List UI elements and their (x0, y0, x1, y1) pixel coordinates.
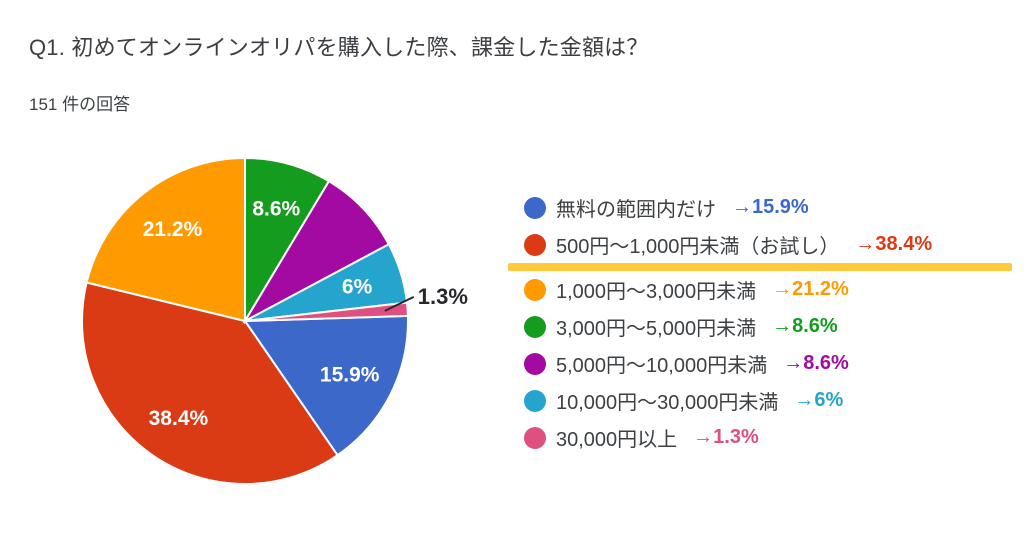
pie-slice-2 (85, 156, 246, 323)
page-title: Q1. 初めてオンラインオリパを購入した際、課金した金額は？ (29, 35, 649, 60)
pie-slice-4 (242, 179, 391, 324)
legend-percentage: →38.4% (855, 233, 933, 255)
legend-percentage: →15.9% (732, 196, 809, 218)
legend-percentage: →8.6% (783, 352, 849, 374)
slice-label-1: 38.4% (149, 407, 209, 430)
legend-item-5: 10,000円〜30,000円未満 →6% (508, 382, 1012, 419)
chart-legend: 無料の範囲内だけ →15.9% 500円〜1,000円未満（お試し） →38.4% 1,… (508, 189, 1012, 456)
slice-label-2: 21.2% (143, 218, 203, 241)
legend-item-2: 1,000円〜3,000円未満 →21.2% (508, 271, 1012, 308)
slice-callout-label: 1.3% (418, 284, 468, 309)
slice-label-3: 8.6% (252, 197, 300, 220)
legend-color-dot (524, 352, 546, 375)
legend-percentage: →6% (794, 389, 844, 411)
legend-color-dot (524, 196, 546, 219)
highlight-underline (508, 263, 1012, 271)
legend-color-dot (524, 389, 546, 412)
pie-slice-3 (244, 156, 331, 325)
legend-percentage: →8.6% (772, 315, 838, 337)
legend-color-dot (524, 426, 546, 449)
legend-color-dot (524, 315, 546, 338)
pie-slice-6 (244, 301, 409, 322)
slice-label-5: 6% (342, 276, 373, 299)
pie-slice-0 (243, 314, 409, 457)
legend-color-dot (524, 278, 546, 301)
legend-color-dot (524, 233, 546, 256)
legend-label: 5,000円〜10,000円未満 (556, 355, 768, 377)
legend-label: 30,000円以上 (556, 429, 678, 451)
legend-label: 1,000円〜3,000円未満 (556, 281, 757, 303)
pie-slice-1 (81, 281, 339, 485)
slice-label-0: 15.9% (320, 364, 380, 387)
legend-label: 500円〜1,000円未満（お試し） (556, 236, 840, 258)
legend-label: 10,000円〜30,000円未満 (556, 392, 779, 414)
legend-item-3: 3,000円〜5,000円未満 →8.6% (508, 308, 1012, 345)
legend-label: 無料の範囲内だけ (556, 199, 716, 221)
legend-item-6: 30,000円以上 →1.3% (508, 419, 1012, 456)
callout-line (384, 295, 415, 312)
legend-label: 3,000円〜5,000円未満 (556, 318, 757, 340)
legend-item-0: 無料の範囲内だけ →15.9% (508, 189, 1012, 226)
legend-item-4: 5,000円〜10,000円未満 →8.6% (508, 345, 1012, 382)
legend-percentage: →1.3% (693, 426, 759, 448)
legend-percentage: →21.2% (772, 278, 849, 300)
legend-item-1: 500円〜1,000円未満（お試し） →38.4% (508, 226, 1012, 263)
response-count: 151 件の回答 (29, 95, 131, 114)
